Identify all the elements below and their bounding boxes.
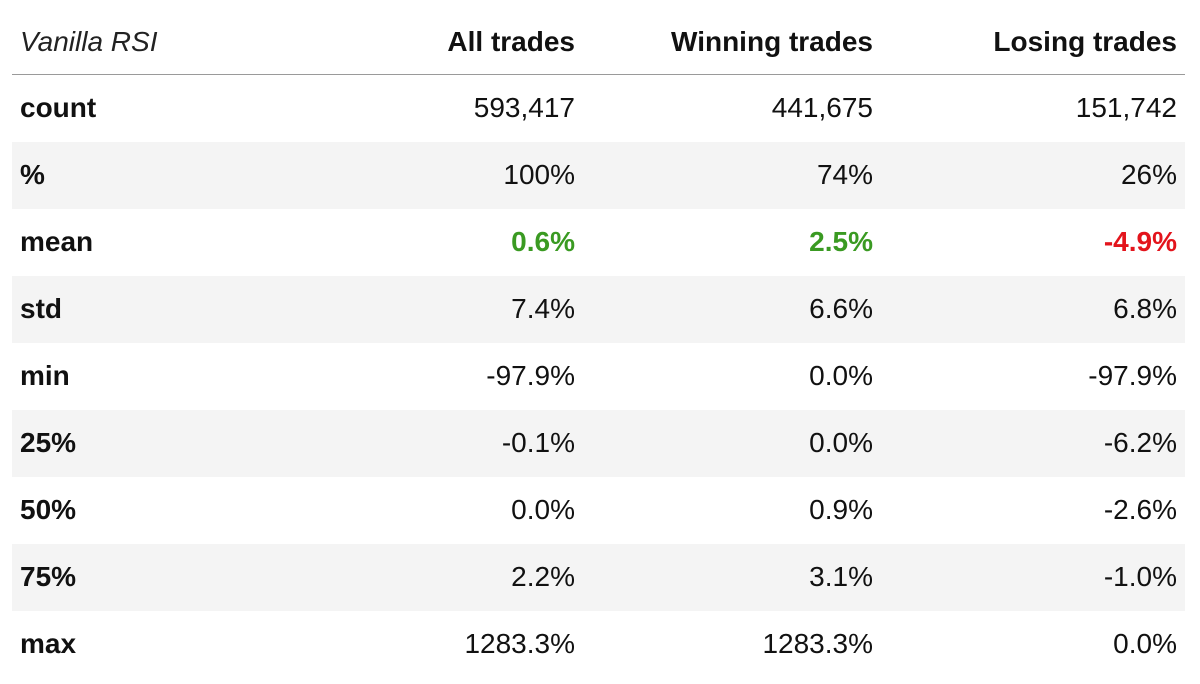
row-label: std [20, 293, 62, 324]
header-row: Vanilla RSI All trades Winning trades Lo… [12, 10, 1185, 75]
cell-losing-trades: -2.6% [1103, 494, 1177, 525]
cell-losing-trades: 151,742 [1075, 92, 1177, 124]
table-row: 75% 2.2% 3.1% -1.0% [12, 543, 1185, 611]
cell-winning-trades: 0.0% [809, 360, 873, 391]
row-label: mean [20, 226, 94, 257]
cell-all-trades: 0.0% [511, 494, 575, 525]
cell-all-trades: 2.2% [511, 561, 575, 592]
cell-all-trades: 593,417 [473, 92, 575, 124]
cell-all-trades: -97.9% [486, 360, 575, 391]
cell-winning-trades: 3.1% [809, 561, 873, 592]
trade-stats-table: Vanilla RSI All trades Winning trades Lo… [12, 10, 1185, 678]
table-row: % 100% 74% 26% [12, 141, 1185, 209]
table-row: max 1283.3% 1283.3% 0.0% [12, 611, 1185, 678]
cell-winning-trades: 441,675 [771, 92, 873, 124]
column-header-winning-trades: Winning trades [583, 10, 881, 75]
cell-all-trades: 7.4% [511, 293, 575, 324]
cell-winning-trades: 0.9% [809, 494, 873, 525]
cell-winning-trades: 74% [816, 159, 873, 190]
cell-losing-trades: 6.8% [1113, 293, 1177, 324]
row-label: 50% [20, 494, 77, 525]
cell-losing-trades: 26% [1120, 159, 1177, 190]
cell-losing-trades: -4.9% [1103, 226, 1177, 257]
cell-losing-trades: -6.2% [1103, 427, 1177, 458]
table-row: min -97.9% 0.0% -97.9% [12, 343, 1185, 410]
cell-winning-trades: 1283.3% [762, 628, 873, 659]
table-row: count 593,417 441,675 151,742 [12, 75, 1185, 142]
table-header: Vanilla RSI All trades Winning trades Lo… [12, 10, 1185, 75]
column-header-all-trades: All trades [297, 10, 583, 75]
cell-all-trades: 100% [503, 159, 575, 190]
column-header-losing-trades: Losing trades [881, 10, 1185, 75]
table-row: 25% -0.1% 0.0% -6.2% [12, 409, 1185, 477]
table-title: Vanilla RSI [12, 10, 297, 75]
cell-all-trades: 0.6% [511, 226, 575, 257]
row-label: count [20, 92, 97, 124]
cell-winning-trades: 2.5% [809, 226, 873, 257]
row-label: max [20, 628, 77, 659]
row-label: % [20, 159, 45, 190]
table-row: std 7.4% 6.6% 6.8% [12, 275, 1185, 343]
table-row: mean 0.6% 2.5% -4.9% [12, 209, 1185, 276]
cell-all-trades: 1283.3% [464, 628, 575, 659]
row-label: min [20, 360, 70, 391]
cell-winning-trades: 0.0% [809, 427, 873, 458]
cell-losing-trades: 0.0% [1113, 628, 1177, 659]
cell-losing-trades: -1.0% [1103, 561, 1177, 592]
cell-winning-trades: 6.6% [809, 293, 873, 324]
table-row: 50% 0.0% 0.9% -2.6% [12, 477, 1185, 544]
cell-all-trades: -0.1% [501, 427, 575, 458]
row-label: 25% [20, 427, 77, 458]
table-body: count 593,417 441,675 151,742 % 100% 74%… [12, 75, 1185, 678]
row-label: 75% [20, 561, 77, 592]
cell-losing-trades: -97.9% [1088, 360, 1177, 391]
